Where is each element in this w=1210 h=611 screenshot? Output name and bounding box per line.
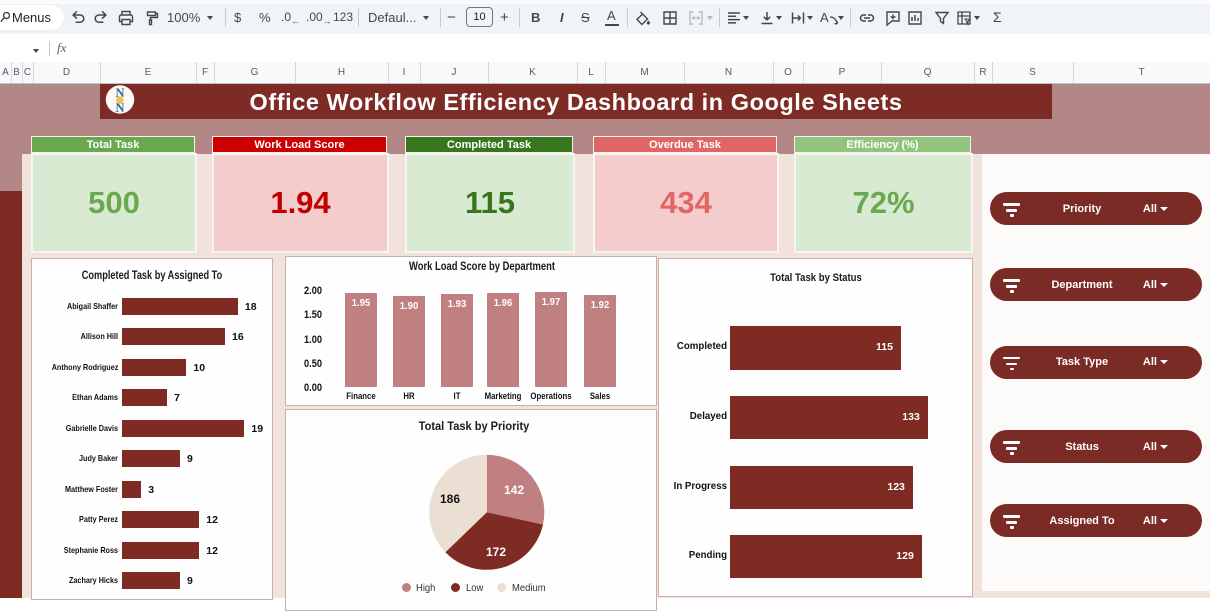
svg-text:N: N (115, 86, 124, 100)
svg-text:N: N (115, 101, 124, 114)
